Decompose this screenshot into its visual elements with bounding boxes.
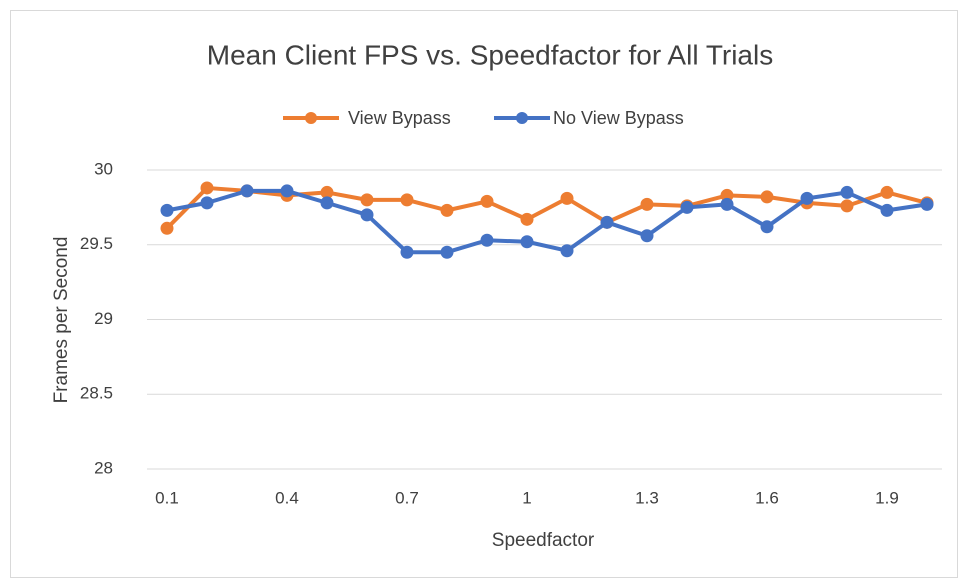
x-tick-label: 1.6	[755, 488, 779, 507]
data-point	[800, 191, 814, 205]
data-point	[200, 196, 214, 210]
data-point	[320, 196, 334, 210]
y-tick-label: 29	[94, 309, 113, 328]
data-point	[680, 200, 694, 214]
data-point	[400, 193, 414, 207]
y-axis-label: Frames per Second	[51, 237, 72, 404]
data-point	[240, 184, 254, 198]
x-tick-label: 0.1	[155, 488, 179, 507]
data-point	[600, 215, 614, 229]
data-point	[320, 185, 334, 199]
legend-marker	[305, 112, 317, 124]
data-point	[520, 235, 534, 249]
data-point	[560, 191, 574, 205]
data-point	[440, 245, 454, 259]
x-tick-label: 0.4	[275, 488, 299, 507]
data-point	[200, 181, 214, 195]
data-point	[360, 193, 374, 207]
data-point	[920, 197, 934, 211]
y-tick-label: 29.5	[80, 234, 113, 253]
data-point	[480, 194, 494, 208]
x-tick-label: 1.3	[635, 488, 659, 507]
x-tick-label: 0.7	[395, 488, 419, 507]
series-line	[166, 188, 928, 255]
data-point	[640, 197, 654, 211]
data-point	[880, 203, 894, 217]
y-tick-label: 28.5	[80, 384, 113, 403]
data-point	[440, 203, 454, 217]
data-point	[520, 212, 534, 226]
legend-label: View Bypass	[348, 108, 451, 128]
data-point	[400, 245, 414, 259]
y-tick-label: 28	[94, 458, 113, 477]
data-point	[760, 190, 774, 204]
data-point	[760, 220, 774, 234]
x-axis-label: Speedfactor	[492, 530, 595, 551]
data-point	[840, 185, 854, 199]
chart-border	[10, 10, 958, 578]
data-point	[560, 244, 574, 258]
data-point	[360, 208, 374, 222]
y-tick-label: 30	[94, 159, 113, 178]
chart-title: Mean Client FPS vs. Speedfactor for All …	[207, 39, 773, 70]
data-point	[840, 199, 854, 213]
legend-marker	[516, 112, 528, 124]
data-point	[880, 185, 894, 199]
x-tick-label: 1.9	[875, 488, 899, 507]
data-point	[160, 221, 174, 235]
data-point	[280, 184, 294, 198]
data-point	[480, 233, 494, 247]
x-tick-label: 1	[522, 488, 531, 507]
data-point	[160, 203, 174, 217]
data-point	[720, 188, 734, 202]
legend-label: No View Bypass	[553, 108, 684, 128]
data-point	[640, 229, 654, 243]
data-point	[720, 197, 734, 211]
